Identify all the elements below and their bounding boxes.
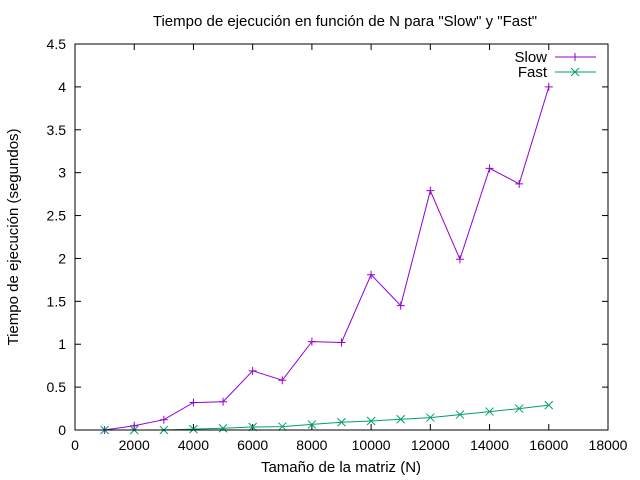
data-point-slow <box>455 255 464 264</box>
data-point-slow <box>159 415 168 424</box>
x-tick-label: 16000 <box>529 437 568 453</box>
legend-marker-fast <box>570 67 580 77</box>
data-point-slow <box>219 397 228 406</box>
x-tick-label: 6000 <box>237 437 268 453</box>
x-tick-label: 0 <box>71 437 79 453</box>
x-tick-label: 10000 <box>352 437 391 453</box>
legend-label-fast: Fast <box>518 64 548 81</box>
chart-title: Tiempo de ejecución en función de N para… <box>153 13 537 30</box>
x-tick-label: 12000 <box>411 437 450 453</box>
data-point-slow <box>396 301 405 310</box>
data-point-slow <box>248 366 257 375</box>
y-tick-label: 3 <box>58 165 66 181</box>
data-point-fast <box>514 404 524 413</box>
legend-label-slow: Slow <box>514 49 547 66</box>
data-point-fast <box>485 407 494 416</box>
plot-area <box>100 82 554 435</box>
data-point-fast <box>425 413 435 422</box>
data-point-slow <box>278 376 287 385</box>
data-point-fast <box>218 423 228 433</box>
data-point-slow <box>544 82 553 91</box>
data-point-fast <box>307 420 317 429</box>
y-tick-label: 4 <box>58 79 66 95</box>
x-tick-label: 8000 <box>296 437 327 453</box>
plot-frame <box>74 43 609 431</box>
legend-marker-slow <box>571 53 579 61</box>
y-tick-label: 4.5 <box>47 36 67 52</box>
data-point-slow <box>337 338 346 347</box>
y-tick-label: 3.5 <box>47 122 67 138</box>
series-line-slow <box>104 86 550 431</box>
y-tick-label: 2 <box>58 250 66 266</box>
data-point-fast <box>337 417 346 427</box>
data-point-fast <box>366 416 376 426</box>
x-axis-label: Tamaño de la matriz (N) <box>261 459 421 476</box>
data-point-slow <box>515 179 524 188</box>
data-point-slow <box>189 398 198 407</box>
series-line-fast <box>104 404 549 431</box>
data-point-slow <box>426 186 435 195</box>
x-tick-label: 18000 <box>589 437 628 453</box>
x-tick-label: 2000 <box>119 437 150 453</box>
y-tick-label: 2.5 <box>47 208 67 224</box>
data-point-slow <box>130 421 139 430</box>
y-axis-label: Tiempo de ejecución (segundos) <box>5 128 22 345</box>
data-point-slow <box>307 337 316 346</box>
y-tick-label: 0 <box>58 422 66 438</box>
x-tick-label: 4000 <box>178 437 209 453</box>
data-point-fast <box>277 422 287 431</box>
x-tick-label: 14000 <box>470 437 509 453</box>
axis-ticks: 0 2000 4000 6000 8000 10000 12000 14000 16000 180… <box>47 36 628 453</box>
data-point-fast <box>189 424 198 434</box>
data-point-fast <box>396 414 406 424</box>
data-point-fast <box>455 410 465 419</box>
data-point-slow <box>367 270 376 279</box>
y-tick-label: 0.5 <box>47 379 67 395</box>
y-tick-label: 1 <box>58 336 66 352</box>
data-point-fast <box>544 400 554 410</box>
data-point-slow <box>485 164 494 173</box>
y-tick-label: 1.5 <box>47 293 67 309</box>
